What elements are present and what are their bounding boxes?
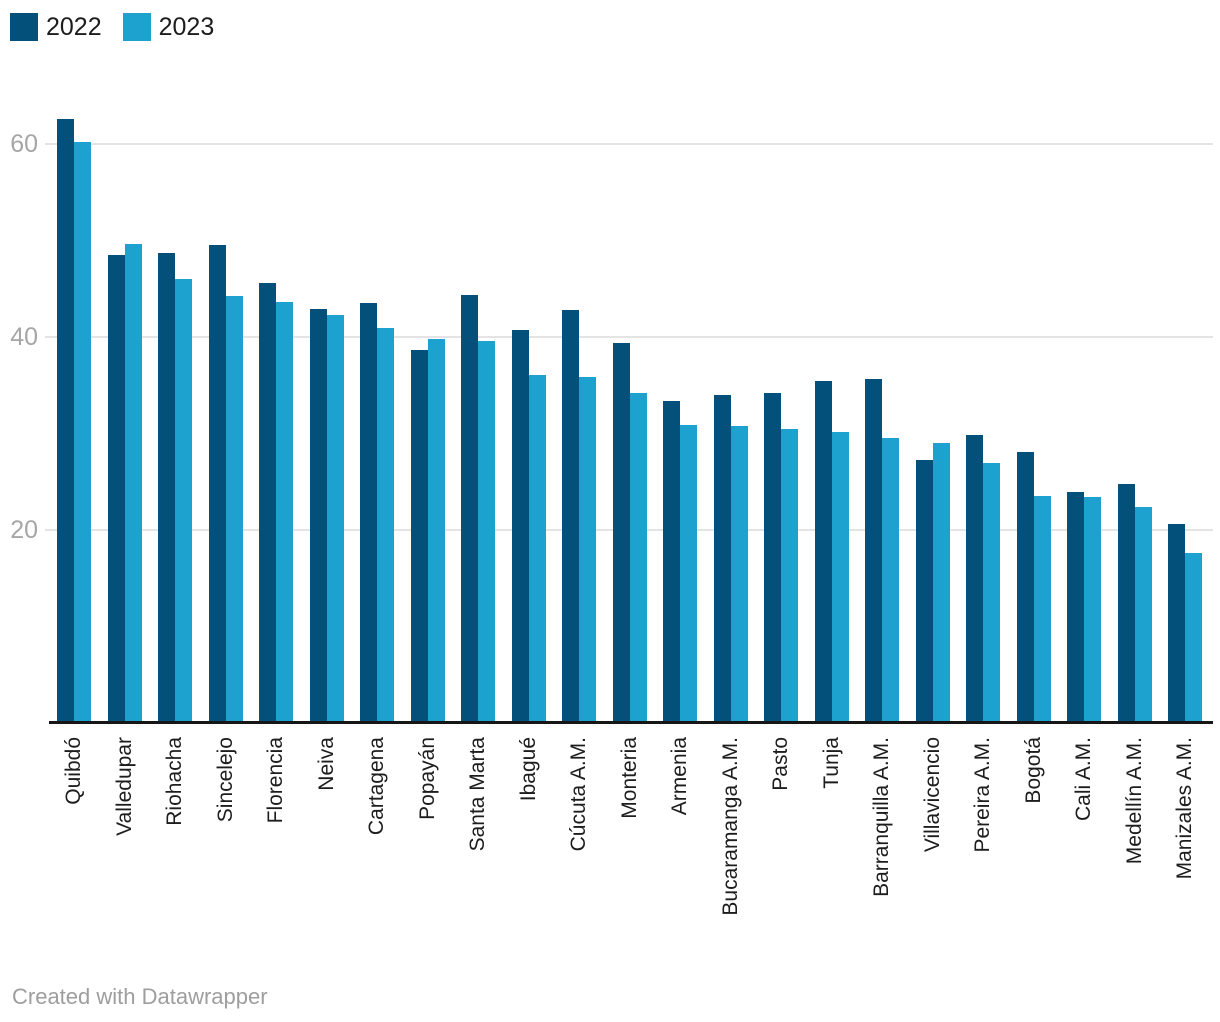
x-axis-label: Cartagena xyxy=(365,737,388,836)
bar-2022 xyxy=(57,118,74,723)
bar-2022 xyxy=(713,394,731,723)
x-axis-label: Quibdó xyxy=(62,737,85,805)
legend-color-swatch xyxy=(122,13,151,41)
bar-2023 xyxy=(276,302,293,723)
gridline xyxy=(45,335,1213,338)
bar-2023 xyxy=(983,463,1000,723)
y-axis-tick-label: 60 xyxy=(10,129,38,158)
x-axis-label: Cali A.M. xyxy=(1072,737,1095,822)
x-axis-label: Cúcuta A.M. xyxy=(567,737,590,852)
bar-2022 xyxy=(1168,524,1185,723)
bar-2022 xyxy=(309,308,327,723)
bar-2023 xyxy=(1185,553,1202,723)
bar-2023 xyxy=(225,296,243,723)
legend-color-swatch xyxy=(10,13,38,41)
x-axis-label: Barranquilla A.M. xyxy=(870,737,893,897)
bar-2023 xyxy=(781,429,798,723)
x-axis-label: Florencia xyxy=(264,737,287,824)
bar-2022 xyxy=(1117,483,1135,723)
x-axis-label: Medellín A.M. xyxy=(1122,737,1146,865)
bar-2023 xyxy=(831,432,849,723)
bar-2023 xyxy=(932,443,950,723)
legend-item: 2022 xyxy=(10,13,102,41)
legend-label: 2022 xyxy=(46,13,102,41)
y-axis-tick-label: 20 xyxy=(10,515,38,544)
bar-2022 xyxy=(562,309,579,723)
bar-2023 xyxy=(377,328,394,723)
bar-2023 xyxy=(1134,506,1152,723)
bar-2023 xyxy=(1084,497,1101,723)
bar-2022 xyxy=(1067,492,1084,723)
bar-2022 xyxy=(461,295,478,723)
x-axis-label: Popayán xyxy=(415,737,439,820)
x-axis-label: Sincelejo xyxy=(213,737,237,823)
legend-label: 2023 xyxy=(158,13,215,41)
bar-2023 xyxy=(326,314,344,723)
x-axis-label: Bucaramanga A.M. xyxy=(718,737,742,916)
bar-2023 xyxy=(579,377,596,723)
x-axis-label: Tunja xyxy=(819,737,843,789)
bar-2022 xyxy=(511,330,529,723)
x-axis-label: Santa Marta xyxy=(466,737,489,852)
x-axis-label: Riohacha xyxy=(163,737,186,826)
bar-2023 xyxy=(74,141,91,723)
x-axis-label: Villavicencio xyxy=(920,737,944,853)
bar-2022 xyxy=(865,379,882,723)
x-axis-label: Armenia xyxy=(668,737,691,816)
legend: 2022 2023 xyxy=(10,13,214,41)
x-axis-label: Monteria xyxy=(617,737,641,819)
x-axis-label: Neiva xyxy=(314,737,338,791)
bar-2022 xyxy=(410,350,428,723)
bar-2022 xyxy=(764,392,781,723)
bar-2022 xyxy=(663,400,680,723)
bar-2022 xyxy=(158,252,175,723)
bar-2023 xyxy=(680,424,697,723)
datawrapper-credit-link[interactable]: Created with Datawrapper xyxy=(12,984,268,1009)
bar-2022 xyxy=(208,245,226,723)
bar-2022 xyxy=(612,342,630,723)
y-axis-tick-label: 40 xyxy=(10,322,38,351)
bar-2023 xyxy=(882,438,899,723)
bar-2023 xyxy=(528,375,546,723)
x-axis-label: Pasto xyxy=(769,737,792,791)
x-axis-label: Valledupar xyxy=(112,737,136,836)
bar-2023 xyxy=(427,338,445,723)
bar-2022 xyxy=(915,460,933,723)
bar-2022 xyxy=(1016,451,1034,723)
gridline xyxy=(45,142,1213,145)
bar-2022 xyxy=(966,435,983,723)
bar-2023 xyxy=(730,425,748,723)
x-axis-label: Pereira A.M. xyxy=(971,737,994,853)
bar-2022 xyxy=(360,303,377,723)
bar-2023 xyxy=(478,340,495,723)
bar-2022 xyxy=(814,381,832,723)
x-axis-label: Bogotá xyxy=(1021,737,1045,804)
bar-2022 xyxy=(259,282,276,723)
bar-2023 xyxy=(1033,496,1051,723)
x-axis-label: Ibagué xyxy=(516,737,540,802)
bar-2022 xyxy=(107,254,125,723)
legend-item: 2023 xyxy=(122,13,215,41)
x-axis-baseline xyxy=(49,721,1213,724)
bar-2023 xyxy=(175,278,192,723)
x-axis-label: Manizales A.M. xyxy=(1173,737,1196,880)
bar-2023 xyxy=(629,392,647,723)
bar-2023 xyxy=(124,244,142,723)
